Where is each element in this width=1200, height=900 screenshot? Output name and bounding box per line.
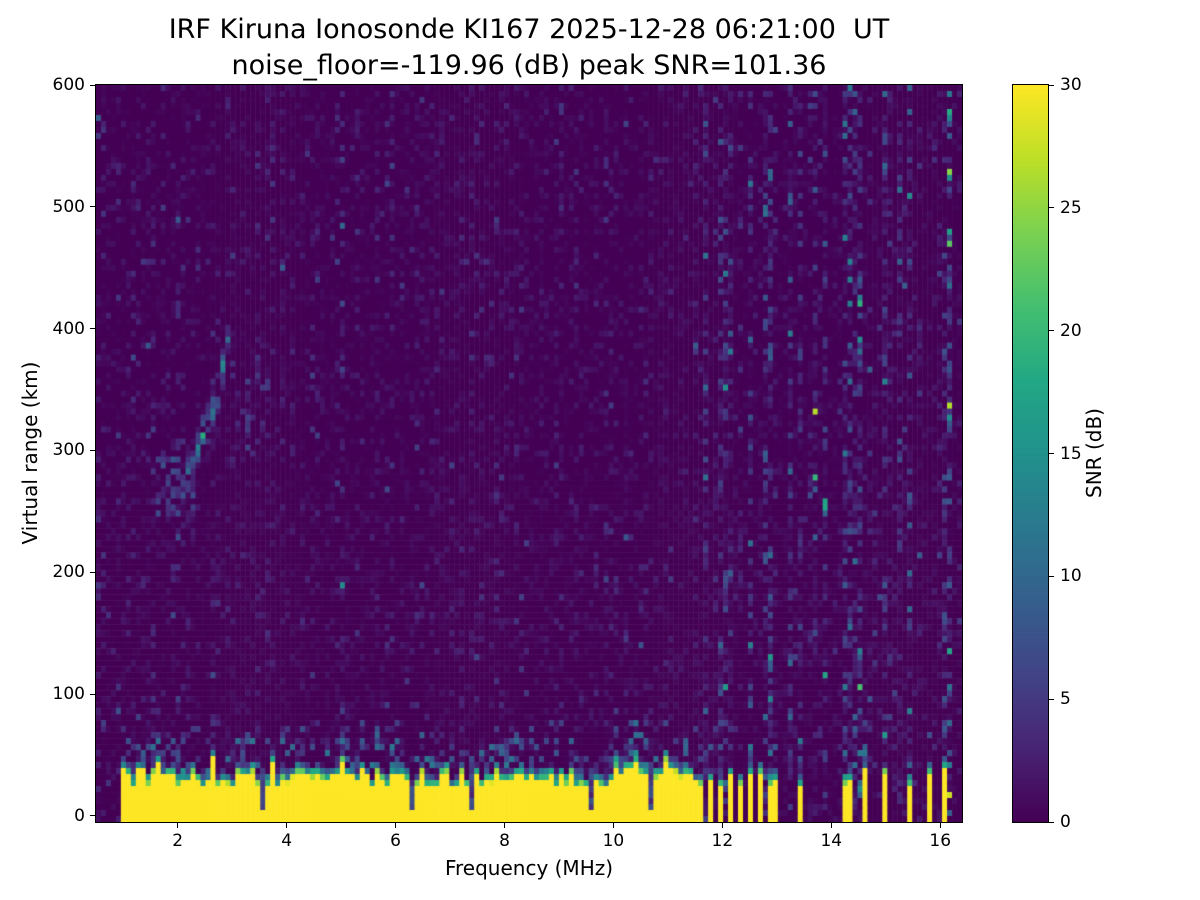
y-tick-mark [90, 815, 95, 817]
y-tick-label: 200 [52, 562, 85, 583]
x-tick-mark [939, 823, 941, 828]
colorbar-tick-label: 20 [1060, 320, 1082, 341]
colorbar-tick-mark [1049, 698, 1054, 700]
y-tick-label: 500 [52, 196, 85, 217]
colorbar-tick-mark [1049, 330, 1054, 332]
x-tick-label: 14 [820, 831, 843, 851]
x-tick-mark [721, 823, 723, 828]
x-tick-label: 10 [602, 831, 625, 851]
colorbar-tick-mark [1049, 207, 1054, 209]
x-tick-mark [395, 823, 397, 828]
x-tick-mark [177, 823, 179, 828]
colorbar-tick-label: 5 [1060, 689, 1071, 710]
colorbar-tick-label: 30 [1060, 75, 1082, 95]
colorbar-tick-mark [1049, 453, 1054, 454]
x-tick-label: 8 [499, 831, 510, 851]
x-tick-label: 2 [172, 831, 184, 851]
x-tick-mark [503, 823, 505, 828]
y-tick-label: 0 [74, 805, 85, 826]
chart-subtitle: noise_floor=-119.96 (dB) peak SNR=101.36 [231, 50, 827, 81]
colorbar-tick-label: 25 [1060, 197, 1082, 218]
chart-title: IRF Kiruna Ionosonde KI167 2025-12-28 06… [168, 14, 890, 45]
y-tick-label: 600 [52, 75, 85, 95]
colorbar-tick-mark [1049, 575, 1054, 577]
colorbar-tick-label: 15 [1060, 443, 1082, 464]
x-tick-label: 4 [281, 831, 293, 851]
y-tick-mark [90, 693, 95, 695]
ionogram-heatmap-canvas [96, 85, 962, 822]
x-tick-mark [612, 823, 614, 828]
x-tick-label: 16 [929, 831, 952, 851]
y-tick-mark [90, 328, 95, 330]
y-tick-mark [90, 206, 95, 208]
colorbar-gradient-canvas [1013, 85, 1048, 822]
colorbar-tick-mark [1049, 821, 1054, 823]
x-tick-mark [830, 823, 832, 828]
y-tick-label: 300 [52, 440, 85, 461]
colorbar-tick-mark [1049, 84, 1054, 86]
colorbar-tick-label: 0 [1060, 812, 1071, 832]
x-tick-label: 6 [390, 831, 401, 851]
x-axis-label: Frequency (MHz) [444, 856, 614, 880]
colorbar-tick-label: 10 [1060, 566, 1082, 587]
y-tick-label: 100 [52, 684, 85, 705]
y-tick-mark [90, 571, 95, 573]
y-tick-label: 400 [52, 318, 85, 339]
x-tick-mark [286, 823, 288, 828]
y-tick-mark [90, 84, 95, 86]
y-tick-mark [90, 449, 95, 451]
x-tick-label: 12 [711, 831, 734, 851]
